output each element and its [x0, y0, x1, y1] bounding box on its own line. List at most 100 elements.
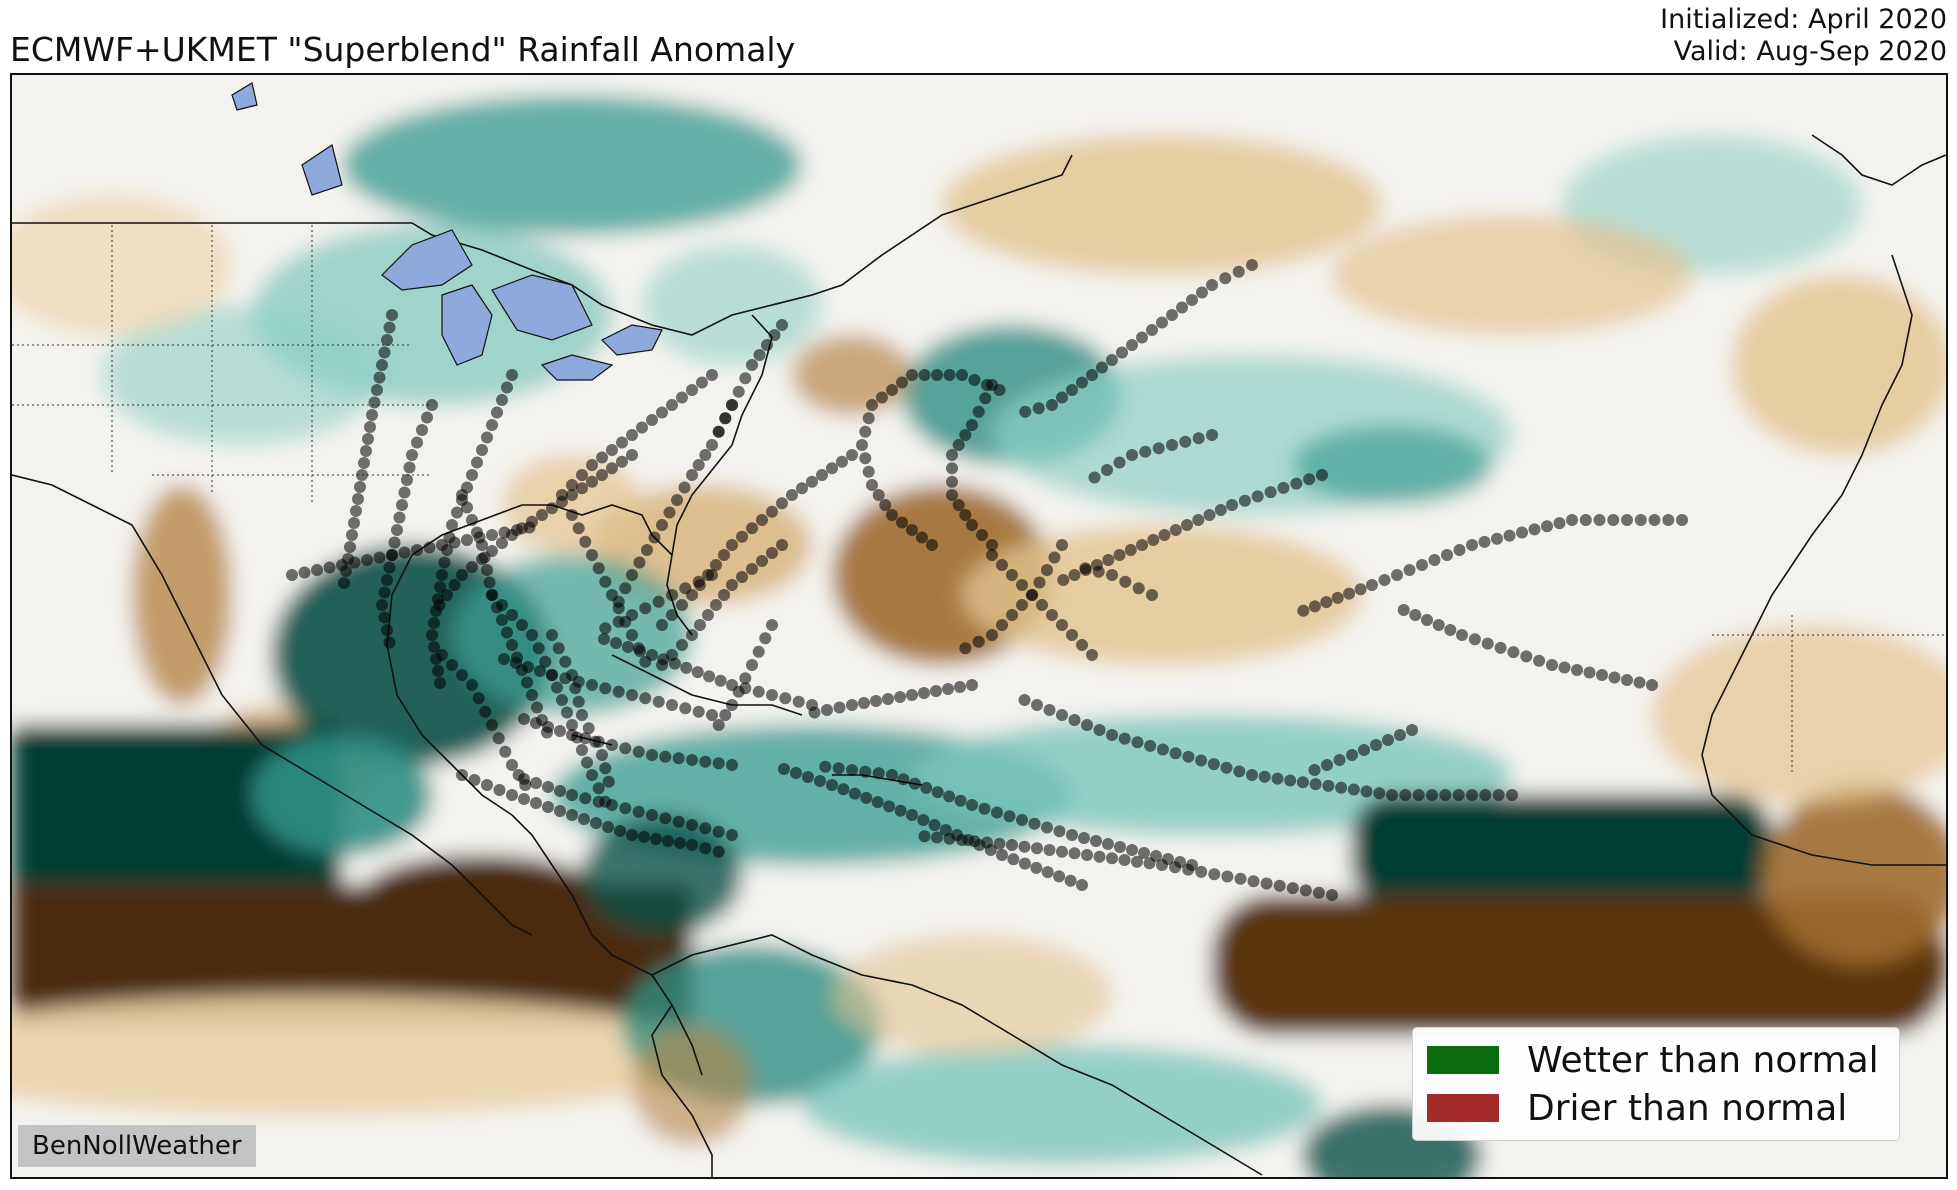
storm-track-point: [1397, 604, 1410, 616]
storm-track-point: [979, 392, 992, 405]
storm-track-point: [531, 701, 543, 714]
storm-track-point: [639, 692, 652, 705]
initialized-label: Initialized: April 2020: [1660, 4, 1947, 35]
storm-track-point: [931, 831, 943, 844]
storm-track-point: [686, 469, 698, 481]
storm-track-point: [1003, 810, 1016, 823]
storm-track-point: [576, 709, 588, 721]
storm-track-point: [1090, 835, 1102, 847]
storm-track-point: [1412, 789, 1425, 801]
legend-label-wetter: Wetter than normal: [1527, 1039, 1879, 1081]
storm-track-point: [378, 346, 391, 359]
storm-track-point: [461, 534, 473, 546]
storm-track-point: [870, 695, 882, 707]
storm-track-point: [1041, 564, 1053, 576]
storm-track-point: [1064, 874, 1077, 887]
storm-track-point: [972, 635, 985, 648]
storm-track-point: [486, 419, 498, 431]
storm-track-point: [1234, 872, 1247, 885]
storm-track-point: [592, 782, 605, 795]
storm-track-point: [606, 444, 618, 456]
storm-track-point: [536, 509, 548, 521]
storm-track-point: [436, 649, 448, 661]
storm-track-point: [1347, 783, 1360, 796]
storm-track-point: [1101, 464, 1113, 476]
storm-track-point: [726, 579, 738, 591]
storm-track-point: [1126, 339, 1138, 351]
storm-track-point: [1068, 847, 1081, 860]
storm-track-point: [1093, 850, 1106, 863]
storm-track-point: [1546, 659, 1558, 671]
storm-track-point: [879, 499, 892, 511]
storm-track-point: [386, 549, 398, 561]
storm-track-point: [966, 519, 978, 531]
storm-track-point: [1068, 569, 1081, 581]
storm-track-point: [996, 619, 1008, 631]
storm-track-point: [746, 359, 758, 371]
storm-track-point: [996, 849, 1008, 861]
storm-track-point: [1331, 591, 1344, 604]
storm-track-point: [1126, 844, 1138, 856]
storm-track-point: [1174, 856, 1186, 868]
storm-track-point: [633, 556, 646, 569]
storm-track-point: [1179, 435, 1192, 448]
storm-track-point: [323, 561, 336, 574]
storm-track-point: [518, 713, 530, 725]
storm-track-point: [703, 670, 716, 683]
storm-track-point: [1416, 559, 1428, 571]
storm-track-point: [612, 615, 625, 628]
storm-track-point: [501, 381, 513, 394]
storm-track-point: [1158, 529, 1171, 541]
storm-track-point: [918, 369, 931, 381]
storm-track-point: [579, 535, 592, 548]
storm-track-point: [352, 493, 364, 505]
storm-track-point: [946, 449, 958, 461]
storm-track-point: [1566, 514, 1578, 526]
storm-track-point: [1056, 539, 1068, 551]
storm-track-point: [616, 455, 628, 468]
storm-track-point: [1195, 754, 1208, 767]
storm-track-point: [906, 809, 918, 821]
storm-track-point: [286, 569, 298, 581]
storm-track-point: [752, 645, 765, 658]
storm-track-point: [1220, 761, 1233, 774]
storm-track-point: [1053, 825, 1066, 838]
storm-track-point: [672, 752, 685, 765]
storm-track-point: [656, 519, 668, 531]
storm-track-point: [674, 837, 686, 849]
storm-track-point: [686, 754, 698, 766]
storm-track-point: [1079, 562, 1092, 575]
storm-track-point: [1162, 853, 1174, 865]
storm-track-point: [546, 502, 558, 515]
storm-track-point: [1360, 785, 1373, 798]
storm-track-point: [561, 706, 573, 719]
storm-track-point: [871, 796, 884, 809]
storm-track-point: [1146, 324, 1158, 336]
storm-track-point: [663, 506, 676, 519]
map-frame: Wetter than normal Drier than normal Ben…: [10, 73, 1948, 1179]
storm-track-point: [962, 834, 975, 846]
storm-track-point: [639, 602, 652, 615]
storm-track-point: [1118, 854, 1131, 866]
storm-track-point: [981, 379, 993, 391]
storm-track-point: [471, 456, 483, 469]
storm-track-point: [598, 633, 610, 645]
storm-track-point: [1264, 486, 1277, 499]
storm-track-point: [872, 767, 885, 780]
storm-track-point: [619, 742, 632, 755]
storm-track-point: [846, 699, 858, 711]
storm-track-point: [943, 369, 956, 381]
storm-track-point: [498, 653, 510, 665]
storm-track-point: [1126, 449, 1138, 461]
storm-track-point: [719, 709, 732, 721]
storm-track-point: [582, 722, 595, 735]
storm-track-point: [1456, 629, 1468, 641]
storm-track-point: [1068, 714, 1081, 726]
storm-track-point: [388, 536, 401, 549]
storm-track-point: [626, 829, 638, 841]
storm-track-point: [496, 599, 508, 611]
storm-track-point: [908, 777, 921, 790]
storm-track-point: [1322, 779, 1335, 792]
storm-track-point: [1136, 539, 1148, 551]
storm-track-point: [362, 433, 374, 445]
